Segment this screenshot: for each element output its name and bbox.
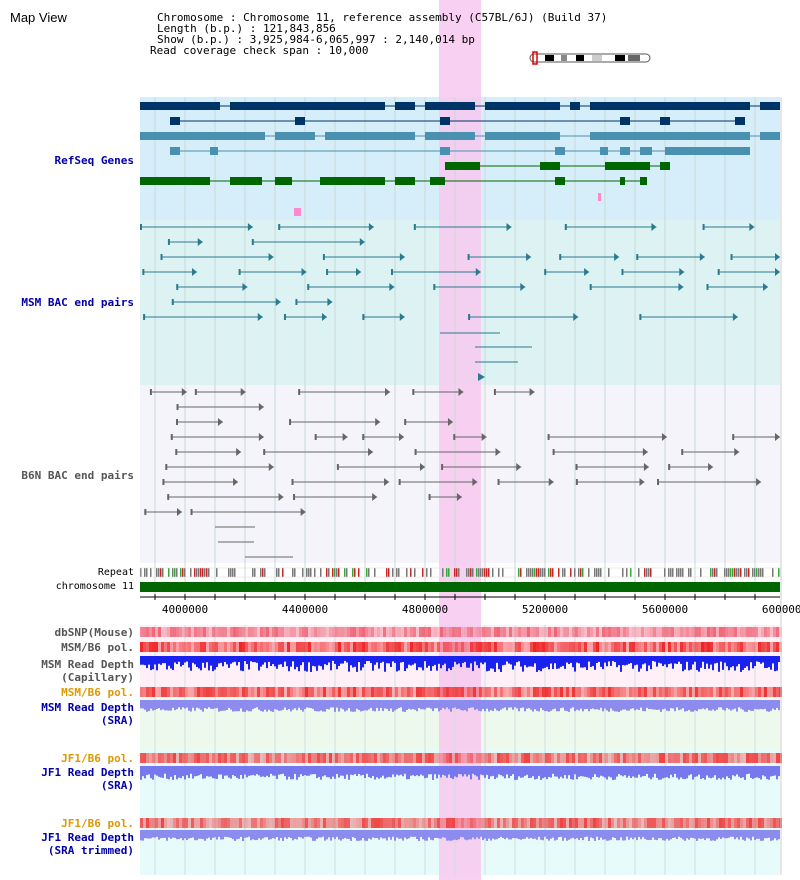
gene-feature	[425, 102, 475, 110]
gene-feature	[620, 177, 625, 185]
track-label-jf1-depth-sra[interactable]: JF1 Read Depth (SRA)	[41, 766, 134, 792]
gene-feature	[320, 177, 385, 185]
axis-tick-label: 4800000	[401, 603, 449, 616]
gene-feature	[275, 177, 292, 185]
gene-feature	[640, 177, 647, 185]
gene-feature	[665, 147, 750, 155]
track-label-msm-bac[interactable]: MSM BAC end pairs	[21, 296, 134, 309]
gene-feature	[620, 117, 630, 125]
gene-feature	[660, 117, 670, 125]
length-info: Length (b.p.) : 121,843,856	[157, 22, 336, 35]
gene-feature	[140, 132, 265, 140]
gene-feature	[170, 147, 180, 155]
ideogram-position-marker	[532, 51, 538, 65]
gene-feature	[600, 147, 608, 155]
chromosome-bar	[140, 582, 780, 592]
gene-feature	[230, 102, 385, 110]
gene-feature	[140, 102, 220, 110]
track-label-jf1-b6-pol-2[interactable]: JF1/B6 pol.	[61, 817, 134, 830]
track-label-refseq[interactable]: RefSeq Genes	[54, 154, 134, 167]
gene-feature	[230, 177, 262, 185]
track-label-msm-b6-pol-1[interactable]: MSM/B6 pol.	[61, 641, 134, 654]
gene-feature	[660, 162, 670, 170]
gene-feature	[440, 117, 450, 125]
gene-feature	[294, 208, 301, 216]
track-label-msm-depth-capillary[interactable]: MSM Read Depth (Capillary)	[41, 658, 134, 684]
gene-feature	[325, 132, 415, 140]
gene-feature	[395, 177, 415, 185]
gene-feature	[440, 147, 450, 155]
track-label-jf1-b6-pol-1[interactable]: JF1/B6 pol.	[61, 752, 134, 765]
axis-tick-label: 4400000	[281, 603, 329, 616]
repeat-track	[139, 567, 781, 578]
track-label-jf1-depth-trimmed[interactable]: JF1 Read Depth (SRA trimmed)	[41, 831, 134, 857]
gene-feature	[735, 117, 745, 125]
axis-tick-label: 5200000	[521, 603, 569, 616]
coverage-span-info: Read coverage check span : 10,000	[150, 44, 369, 57]
gene-feature	[425, 132, 475, 140]
axis-tick-label: 4000000	[161, 603, 209, 616]
gene-feature	[485, 132, 560, 140]
track-label-chromosome: chromosome 11	[55, 581, 134, 592]
track-label-msm-depth-sra[interactable]: MSM Read Depth (SRA)	[41, 701, 134, 727]
gene-feature	[598, 193, 601, 201]
gene-feature	[555, 147, 565, 155]
gene-feature	[140, 177, 210, 185]
gene-feature	[395, 102, 415, 110]
track-label-repeat: Repeat	[97, 567, 134, 578]
gene-feature	[210, 147, 218, 155]
selected-region-highlight	[439, 0, 481, 880]
gene-feature	[760, 102, 780, 110]
gene-feature	[640, 147, 652, 155]
chromosome-info: Chromosome : Chromosome 11, reference as…	[157, 11, 608, 24]
gene-feature	[170, 117, 180, 125]
gene-feature	[445, 162, 480, 170]
gene-feature	[540, 162, 560, 170]
track-label-b6n-bac[interactable]: B6N BAC end pairs	[21, 469, 134, 482]
gene-feature	[605, 162, 650, 170]
gene-feature	[430, 177, 445, 185]
gene-feature	[485, 102, 560, 110]
track-label-dbsnp[interactable]: dbSNP(Mouse)	[54, 626, 134, 639]
gene-feature	[590, 102, 750, 110]
track-label-msm-b6-pol-2[interactable]: MSM/B6 pol.	[61, 686, 134, 699]
axis-tick-label: 5600000	[641, 603, 689, 616]
gene-feature	[275, 132, 315, 140]
gene-feature	[295, 117, 305, 125]
gene-feature	[590, 132, 750, 140]
gene-feature	[760, 132, 780, 140]
gene-feature	[555, 177, 565, 185]
gene-feature	[570, 102, 580, 110]
axis-tick-label: 6000000	[761, 603, 800, 616]
show-range-info: Show (b.p.) : 3,925,984-6,065,997 : 2,14…	[157, 33, 475, 46]
gene-feature	[620, 147, 630, 155]
page-title: Map View	[10, 10, 67, 25]
